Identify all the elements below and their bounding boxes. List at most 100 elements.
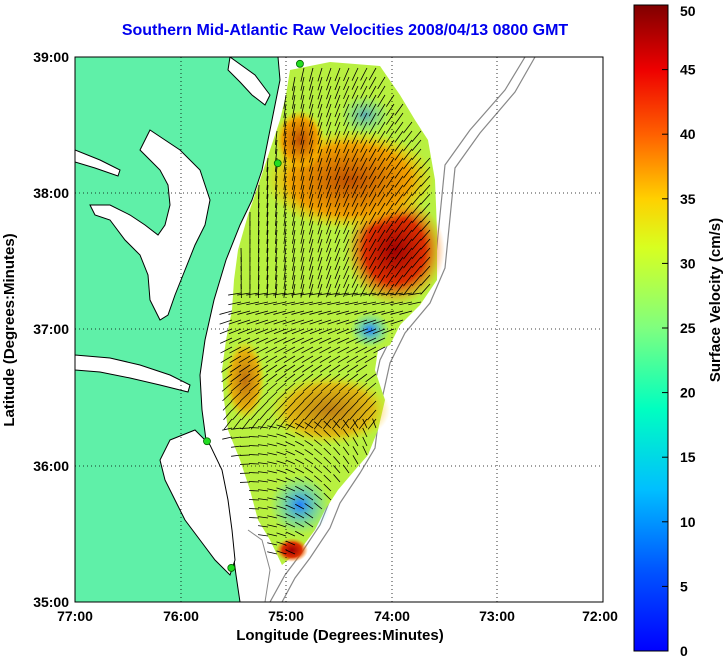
velocity-vector — [295, 418, 305, 430]
velocity-vector — [291, 301, 305, 306]
river-inlet — [75, 354, 191, 393]
velocity-vector — [266, 157, 269, 172]
velocity-vector — [346, 355, 359, 364]
velocity-vector — [247, 337, 260, 344]
velocity-vector — [246, 301, 260, 306]
velocity-vector — [351, 238, 359, 252]
velocity-vector — [276, 514, 287, 519]
velocity-vector — [309, 328, 323, 335]
velocity-vector — [267, 425, 278, 429]
velocity-vector — [266, 220, 269, 235]
velocity-vector — [304, 422, 314, 429]
velocity-vector — [403, 256, 413, 269]
velocity-vector — [304, 431, 314, 438]
velocity-vector — [265, 355, 278, 364]
velocity-vector — [385, 166, 395, 179]
velocity-vector — [291, 85, 296, 100]
velocity-vector — [345, 310, 359, 315]
velocity-vector — [318, 301, 332, 306]
velocity-vector — [285, 522, 296, 528]
velocity-vector — [313, 457, 323, 465]
velocity-vector — [326, 202, 332, 217]
velocity-vector — [403, 247, 413, 260]
velocity-vector — [338, 382, 350, 392]
velocity-vector — [256, 337, 269, 344]
velocity-vector — [323, 447, 332, 456]
velocity-vector — [420, 247, 431, 259]
velocity-vector — [420, 256, 431, 268]
velocity-vector — [351, 265, 359, 279]
velocity-vector — [258, 471, 269, 474]
velocity-vector — [360, 139, 368, 153]
colorbar-tick-label: 0 — [680, 643, 688, 659]
velocity-vector — [368, 130, 377, 144]
velocity-vector — [372, 418, 377, 429]
velocity-vector — [276, 451, 287, 456]
velocity-vector — [259, 409, 269, 421]
velocity-vector — [377, 247, 386, 261]
velocity-vector — [264, 292, 278, 296]
velocity-vector — [258, 516, 269, 519]
velocity-vector — [313, 484, 323, 492]
velocity-vector — [358, 418, 368, 430]
velocity-vector — [411, 274, 422, 287]
velocity-vector — [301, 364, 314, 373]
velocity-vector — [343, 94, 350, 109]
velocity-vector — [326, 76, 332, 91]
velocity-vector — [381, 319, 395, 325]
velocity-vector — [313, 466, 323, 474]
velocity-vector — [273, 328, 287, 335]
velocity-vector — [219, 328, 233, 335]
velocity-vector — [351, 184, 359, 198]
velocity-vector — [368, 211, 377, 225]
velocity-vector — [295, 409, 305, 421]
velocity-vector — [319, 364, 332, 373]
velocity-vector — [237, 328, 251, 335]
velocity-vector — [295, 503, 305, 510]
velocity-vector — [304, 494, 314, 501]
velocity-vector — [308, 184, 314, 199]
velocity-vector — [334, 175, 341, 190]
velocity-vector — [258, 444, 269, 447]
velocity-vector — [343, 139, 350, 154]
velocity-slow-zone — [350, 312, 390, 348]
velocity-slow-zone — [270, 475, 330, 535]
velocity-vector — [228, 292, 242, 296]
velocity-vector — [351, 274, 359, 288]
chesapeake-bay — [89, 129, 211, 321]
velocity-vector — [342, 428, 350, 438]
velocity-vector — [385, 274, 395, 287]
velocity-vector — [351, 193, 359, 207]
velocity-fast-zone — [276, 538, 308, 562]
velocity-vector — [304, 418, 314, 430]
velocity-vector — [343, 283, 350, 298]
velocity-vector — [336, 292, 350, 296]
velocity-vector — [333, 447, 341, 456]
velocity-vector — [368, 202, 377, 216]
velocity-vector — [273, 319, 287, 325]
velocity-vector — [343, 265, 350, 280]
velocity-vector — [266, 229, 269, 244]
velocity-vector — [231, 400, 242, 411]
radar-stations — [203, 59, 304, 572]
velocity-vector — [334, 157, 341, 172]
velocity-vector — [330, 400, 341, 411]
velocity-vector — [377, 184, 386, 198]
velocity-vector — [300, 175, 305, 190]
velocity-vector — [394, 139, 404, 152]
velocity-vector — [360, 157, 368, 171]
velocity-vector — [339, 400, 350, 411]
velocity-vector — [354, 328, 368, 335]
velocity-vector — [247, 346, 260, 354]
velocity-vector — [326, 229, 332, 244]
velocity-vector — [377, 121, 386, 135]
velocity-vector — [377, 148, 386, 162]
velocity-vector — [276, 523, 287, 528]
velocity-vector — [257, 373, 269, 383]
velocity-vector — [326, 220, 332, 235]
velocity-vector — [377, 94, 386, 108]
velocity-vector — [313, 439, 323, 447]
velocity-vector — [317, 157, 323, 172]
velocity-vector — [221, 382, 233, 392]
